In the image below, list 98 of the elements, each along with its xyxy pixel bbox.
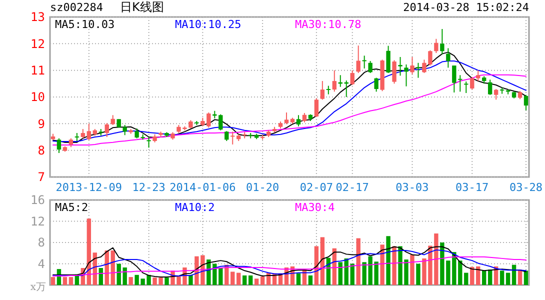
bar bbox=[350, 264, 354, 285]
candlestick bbox=[356, 45, 360, 74]
text: MA5:2 bbox=[55, 201, 88, 214]
candlestick bbox=[122, 124, 127, 136]
bar bbox=[380, 244, 384, 285]
bar bbox=[128, 277, 133, 285]
bar bbox=[242, 275, 247, 285]
candlestick bbox=[284, 112, 289, 125]
x-tick-label: 12-23 bbox=[132, 180, 166, 194]
candlestick bbox=[410, 56, 414, 75]
y-axis-title: x万 bbox=[30, 282, 46, 293]
bar bbox=[86, 218, 92, 285]
candlestick bbox=[302, 112, 307, 123]
x-tick-label: 02-17 bbox=[336, 180, 369, 194]
candlestick bbox=[488, 79, 492, 96]
x-tick-label: 2013-12-09 bbox=[56, 180, 122, 194]
line-series bbox=[52, 256, 527, 276]
candlestick bbox=[386, 45, 390, 74]
text: MA10:2 bbox=[175, 201, 215, 214]
candlestick bbox=[446, 48, 450, 68]
candlestick bbox=[464, 81, 468, 94]
bar bbox=[98, 268, 103, 285]
candlestick bbox=[392, 60, 396, 84]
x-tick-label: 02-07 bbox=[300, 180, 334, 194]
candlestick bbox=[224, 130, 229, 142]
candlestick bbox=[368, 60, 372, 74]
y-tick-label: 16 bbox=[30, 193, 45, 208]
x-tick-label: 03-03 bbox=[396, 180, 429, 194]
bar bbox=[248, 275, 253, 285]
bar bbox=[386, 236, 390, 285]
candlestick bbox=[362, 55, 366, 69]
text: MA30:4 bbox=[295, 201, 336, 214]
bar bbox=[464, 272, 468, 285]
chart-title: 日K线图 bbox=[120, 0, 164, 14]
x-tick-label: 2014-01-06 bbox=[170, 180, 236, 194]
candlestick bbox=[434, 38, 438, 54]
candlestick bbox=[374, 77, 378, 92]
bar bbox=[512, 264, 516, 285]
bar bbox=[260, 276, 265, 285]
text: sz002284 bbox=[50, 1, 104, 14]
y-tick-label: 8 bbox=[38, 144, 45, 158]
text: MA5:10.03 bbox=[55, 18, 115, 31]
y-tick-label: 4 bbox=[38, 256, 45, 271]
bar bbox=[296, 273, 301, 285]
x-tick-label: 03-17 bbox=[456, 180, 489, 194]
candlestick bbox=[56, 138, 62, 154]
bar bbox=[254, 278, 259, 285]
bar bbox=[236, 272, 241, 285]
bar bbox=[524, 270, 528, 285]
candlestick bbox=[314, 98, 319, 118]
candlestick bbox=[320, 80, 325, 100]
bar bbox=[230, 272, 235, 285]
bar bbox=[500, 270, 504, 285]
text: MA30:10.78 bbox=[295, 18, 362, 31]
bar bbox=[338, 262, 342, 285]
candlestick bbox=[230, 131, 235, 145]
candlestick bbox=[404, 64, 408, 87]
candlestick bbox=[524, 94, 528, 111]
bar bbox=[62, 277, 68, 285]
candlestick bbox=[80, 128, 86, 139]
candlestick bbox=[296, 114, 301, 127]
bar bbox=[392, 246, 396, 285]
candlestick bbox=[146, 136, 151, 148]
candlestick bbox=[86, 123, 92, 141]
y-tick-label: 11 bbox=[30, 64, 45, 78]
candlestick bbox=[350, 70, 354, 86]
candlestick bbox=[332, 70, 336, 92]
candlestick bbox=[104, 122, 109, 138]
y-tick-label: 13 bbox=[30, 10, 45, 24]
x-tick-label: 01-20 bbox=[246, 180, 280, 194]
candlestick bbox=[440, 28, 444, 55]
bar bbox=[68, 277, 74, 285]
bar bbox=[308, 275, 313, 285]
y-tick-label: 12 bbox=[30, 214, 45, 228]
y-tick-label: 9 bbox=[38, 116, 45, 131]
bar bbox=[188, 274, 193, 285]
bar bbox=[482, 270, 486, 285]
candlestick bbox=[476, 70, 480, 82]
y-tick-label: 7 bbox=[38, 170, 45, 184]
y-tick-label: 12 bbox=[30, 36, 45, 51]
bar bbox=[488, 270, 492, 285]
text: 2014-03-28 15:02:24 bbox=[403, 1, 530, 14]
text: MA10:10.25 bbox=[175, 18, 242, 31]
candlestick bbox=[470, 76, 474, 90]
candlestick bbox=[494, 88, 498, 100]
y-tick-label: 10 bbox=[30, 90, 45, 104]
x-tick-label: 03-28 bbox=[509, 180, 543, 194]
bar bbox=[320, 237, 325, 285]
bar bbox=[164, 278, 169, 285]
candlestick bbox=[398, 56, 402, 76]
bar bbox=[410, 254, 414, 285]
candlestick bbox=[416, 62, 420, 78]
candlestick bbox=[110, 114, 115, 126]
bar bbox=[416, 264, 420, 285]
bar bbox=[506, 272, 510, 285]
y-tick-label: 8 bbox=[38, 236, 45, 250]
bar bbox=[50, 277, 56, 285]
bar bbox=[476, 266, 480, 285]
